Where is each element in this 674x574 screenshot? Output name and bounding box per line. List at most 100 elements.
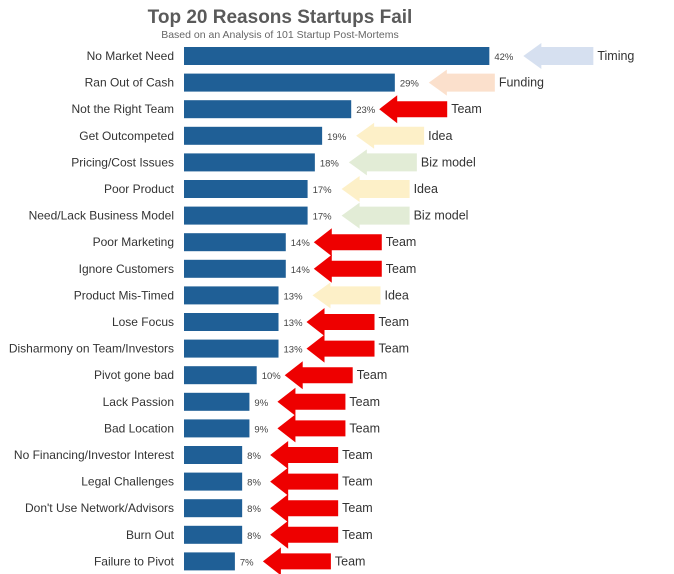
bar-row: No Market Need 42% Timing xyxy=(87,43,634,69)
bar-row: Product Mis-Timed 13% Idea xyxy=(74,282,409,309)
bar-row: Burn Out 8% Team xyxy=(126,520,373,549)
category-label: Not the Right Team xyxy=(72,102,175,116)
value-label: 19% xyxy=(327,132,347,143)
value-label: 10% xyxy=(262,371,282,382)
bar xyxy=(184,233,286,252)
bar-row: Lack Passion 9% Team xyxy=(103,387,380,416)
value-label: 23% xyxy=(356,105,376,116)
arrow-team-icon xyxy=(277,414,346,443)
annotation-label: Timing xyxy=(597,49,634,63)
bar xyxy=(184,100,352,119)
category-label: Bad Location xyxy=(104,421,174,435)
annotation-label: Team xyxy=(342,475,373,489)
arrow-team-icon xyxy=(277,387,346,416)
annotation-label: Biz model xyxy=(414,209,469,223)
value-label: 13% xyxy=(284,318,304,329)
annotation-label: Biz model xyxy=(421,155,476,169)
annotation-label: Team xyxy=(379,342,410,356)
bar xyxy=(184,259,286,278)
bar xyxy=(184,392,250,411)
value-label: 42% xyxy=(494,52,514,63)
category-label: Poor Marketing xyxy=(93,235,174,249)
value-label: 17% xyxy=(313,185,333,196)
category-label: No Market Need xyxy=(87,49,174,63)
arrow-team-icon xyxy=(270,467,339,496)
bar xyxy=(184,366,257,385)
value-label: 9% xyxy=(254,398,268,409)
value-label: 17% xyxy=(313,212,333,223)
arrow-team-icon xyxy=(270,494,339,523)
category-label: Lose Focus xyxy=(112,315,174,329)
bar xyxy=(184,525,243,544)
bar xyxy=(184,419,250,438)
value-label: 29% xyxy=(400,79,420,90)
value-label: 8% xyxy=(247,478,261,489)
category-label: Need/Lack Business Model xyxy=(29,209,174,223)
category-label: Disharmony on Team/Investors xyxy=(9,342,174,356)
annotation-label: Idea xyxy=(414,182,438,196)
value-label: 7% xyxy=(240,557,254,568)
arrow-funding-icon xyxy=(428,69,495,96)
bar xyxy=(184,47,490,65)
category-label: Lack Passion xyxy=(103,395,174,409)
bar xyxy=(184,313,279,331)
annotation-label: Team xyxy=(342,501,373,515)
category-label: Ran Out of Cash xyxy=(85,76,174,90)
bar-row: Poor Marketing 14% Team xyxy=(93,228,417,257)
annotation-label: Team xyxy=(386,235,417,249)
bar-row: Not the Right Team 23% Team xyxy=(72,95,482,124)
arrow-biz-model-icon xyxy=(341,202,410,229)
bar-row: Lose Focus 13% Team xyxy=(112,308,409,336)
bar xyxy=(184,472,243,491)
bar-row: Ran Out of Cash 29% Funding xyxy=(85,69,544,96)
chart-title: Top 20 Reasons Startups Fail xyxy=(148,7,413,28)
value-label: 18% xyxy=(320,158,340,169)
annotation-label: Idea xyxy=(428,129,452,143)
bar xyxy=(184,180,308,198)
annotation-label: Team xyxy=(349,395,380,409)
annotation-label: Team xyxy=(335,554,366,568)
annotation-label: Team xyxy=(451,102,482,116)
arrow-team-icon xyxy=(270,520,339,549)
arrow-biz-model-icon xyxy=(348,149,417,176)
category-label: Pivot gone bad xyxy=(94,368,174,382)
value-label: 8% xyxy=(247,451,261,462)
bar-row: Poor Product 17% Idea xyxy=(104,176,438,202)
category-label: Don't Use Network/Advisors xyxy=(25,501,174,515)
arrow-team-icon xyxy=(379,95,448,124)
bar xyxy=(184,552,235,571)
value-label: 14% xyxy=(291,238,311,249)
bar-row: Get Outcompeted 19% Idea xyxy=(79,122,453,149)
arrow-idea-icon xyxy=(356,122,425,149)
bar xyxy=(184,206,308,225)
bar-row: Don't Use Network/Advisors 8% Team xyxy=(25,494,373,523)
arrow-team-icon xyxy=(306,308,375,336)
annotation-label: Team xyxy=(342,448,373,462)
annotation-label: Team xyxy=(342,528,373,542)
arrow-team-icon xyxy=(284,361,353,390)
bar-row: Failure to Pivot 7% Team xyxy=(94,547,366,574)
bar-row: Pivot gone bad 10% Team xyxy=(94,361,388,390)
bar xyxy=(184,126,323,145)
value-label: 8% xyxy=(247,531,261,542)
annotation-label: Team xyxy=(386,262,417,276)
bar xyxy=(184,339,279,358)
value-label: 14% xyxy=(291,265,311,276)
bar-row: Need/Lack Business Model 17% Biz model xyxy=(29,202,469,229)
bar-row: Pricing/Cost Issues 18% Biz model xyxy=(71,149,476,176)
bar xyxy=(184,286,279,305)
bar-row: Legal Challenges 8% Team xyxy=(81,467,373,496)
bar-row: Ignore Customers 14% Team xyxy=(79,254,417,283)
category-label: Product Mis-Timed xyxy=(74,288,174,302)
category-label: Burn Out xyxy=(126,528,175,542)
bar-row: Disharmony on Team/Investors 13% Team xyxy=(9,334,410,363)
category-label: Legal Challenges xyxy=(81,475,174,489)
bar-row: No Financing/Investor Interest 8% Team xyxy=(14,441,373,469)
category-label: Get Outcompeted xyxy=(79,129,174,143)
arrow-timing-icon xyxy=(523,43,594,69)
annotation-label: Team xyxy=(357,368,388,382)
arrow-team-icon xyxy=(306,334,375,363)
arrow-idea-icon xyxy=(341,176,410,202)
arrow-team-icon xyxy=(313,228,382,257)
